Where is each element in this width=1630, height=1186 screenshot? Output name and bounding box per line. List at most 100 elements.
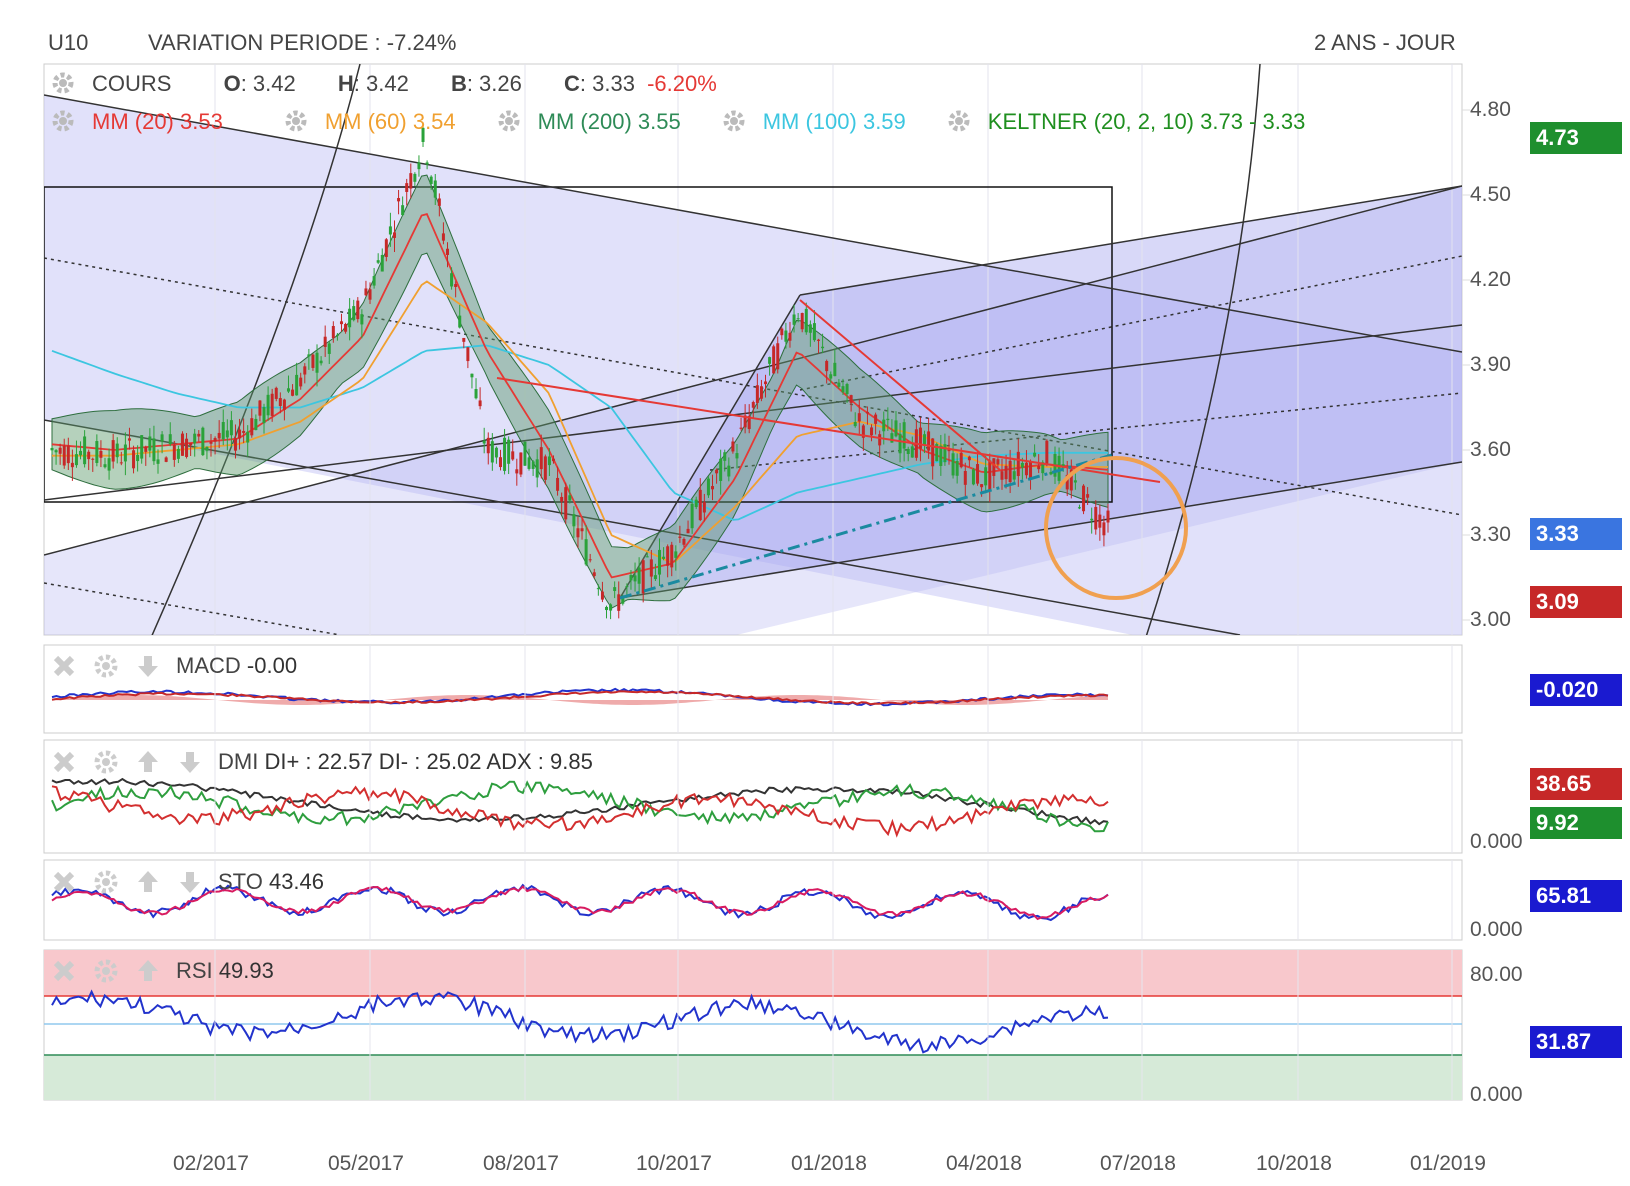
close-icon[interactable] (50, 748, 80, 778)
gear-icon[interactable] (92, 868, 122, 898)
teal-support (619, 453, 1113, 600)
close-icon[interactable] (50, 957, 80, 987)
gear-icon[interactable] (92, 748, 122, 778)
candle-body (886, 418, 890, 421)
gear-icon[interactable] (283, 108, 313, 138)
close-icon[interactable] (50, 652, 80, 682)
candle-body (1094, 506, 1098, 530)
candle-body (494, 447, 498, 458)
candle-body (959, 452, 963, 468)
candle-body (1024, 462, 1028, 476)
candle-body (176, 448, 180, 459)
candle-body (1020, 462, 1024, 468)
candle-body (229, 420, 233, 436)
close-icon[interactable] (50, 868, 80, 898)
candle-body (976, 464, 980, 484)
price-tick: 3.00 (1470, 608, 1511, 631)
candle-body (747, 416, 751, 430)
candle-body (119, 462, 123, 464)
candle-body (209, 441, 213, 444)
gear-icon[interactable] (50, 108, 80, 138)
candle-body (764, 381, 768, 385)
candle-body (291, 389, 295, 396)
candle-body (327, 343, 331, 354)
candle-body (115, 443, 119, 458)
candle-body (653, 575, 657, 580)
arrow-up-icon[interactable] (134, 868, 164, 898)
gear-icon[interactable] (496, 108, 526, 138)
candle-body (829, 374, 833, 379)
candle-body (931, 438, 935, 467)
price-tick: 4.80 (1470, 98, 1511, 121)
period-selector[interactable]: 2 ANS - JOUR (1314, 30, 1456, 55)
candle-body (445, 248, 449, 255)
gear-icon[interactable] (50, 70, 80, 100)
arrow-down-icon[interactable] (176, 868, 206, 898)
cours-label: COURS (92, 70, 172, 96)
rsi-axis-top: 80.00 (1470, 963, 1523, 986)
candle-body (511, 451, 515, 460)
red-trendline-2 (799, 299, 1001, 471)
candle-body (462, 337, 466, 342)
candle-body (698, 489, 702, 521)
fib-arc-right (1145, 64, 1261, 635)
candle-body (164, 457, 168, 462)
sto-d-line (51, 885, 1109, 921)
candle-body (250, 418, 254, 436)
candle-body (519, 452, 523, 475)
candle-body (772, 346, 776, 374)
indicator-0[interactable]: MM (20) 3.53 (50, 109, 223, 134)
arrow-down-icon[interactable] (176, 748, 206, 778)
candle-body (556, 477, 560, 491)
candle-body (596, 588, 600, 590)
dmi-plus-line (51, 780, 1109, 833)
indicator-3[interactable]: MM (100) 3.59 (721, 109, 906, 134)
candle-body (50, 447, 54, 451)
candle-body (894, 420, 898, 437)
gear-icon[interactable] (946, 108, 976, 138)
candle-body (808, 324, 812, 333)
candle-body (364, 288, 368, 296)
gear-icon[interactable] (92, 957, 122, 987)
candle-body (70, 462, 74, 468)
candle-body (1057, 455, 1061, 481)
candle-body (62, 445, 66, 466)
candle-body (303, 366, 307, 375)
candle-body (792, 314, 796, 325)
candle-body (723, 452, 727, 461)
candle-body (963, 470, 967, 485)
gear-icon[interactable] (92, 652, 122, 682)
candle-body (535, 459, 539, 478)
candle-body (185, 438, 189, 457)
candle-body (507, 439, 511, 464)
candle-body (168, 434, 172, 445)
candle-body (527, 457, 531, 469)
highlight-circle[interactable] (1044, 456, 1188, 600)
ascending-upper (44, 185, 1462, 556)
red-trendline (496, 377, 1161, 483)
candle-body (817, 339, 821, 341)
candle-body (804, 308, 808, 333)
median-dotted-line (44, 257, 1462, 516)
candle-body (731, 441, 735, 452)
candle-body (645, 556, 649, 558)
arrow-up-icon[interactable] (134, 748, 164, 778)
candle-body (865, 411, 869, 414)
candle-body (397, 198, 401, 202)
arrow-up-icon[interactable] (134, 957, 164, 987)
candle-body (339, 321, 343, 325)
candle-body (58, 447, 62, 454)
low-badge: 3.09 (1530, 586, 1622, 618)
candle-body (474, 389, 478, 399)
indicator-4[interactable]: KELTNER (20, 2, 10) 3.73 - 3.33 (946, 109, 1305, 134)
indicator-2[interactable]: MM (200) 3.55 (496, 109, 681, 134)
arrow-down-icon[interactable] (134, 652, 164, 682)
indicator-1[interactable]: MM (60) 3.54 (283, 109, 456, 134)
candle-body (735, 453, 739, 459)
candle-body (682, 538, 686, 545)
candle-body (992, 458, 996, 476)
candle-body (83, 436, 87, 465)
candle-body (319, 360, 323, 364)
gear-icon[interactable] (721, 108, 751, 138)
